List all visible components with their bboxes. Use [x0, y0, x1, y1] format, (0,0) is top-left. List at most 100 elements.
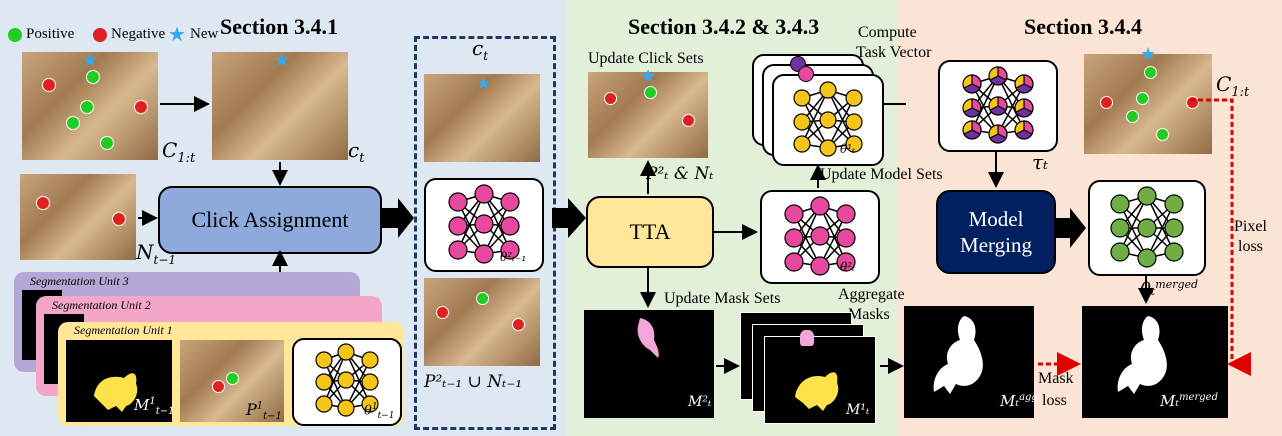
section-title-1: Section 3.4.1 — [220, 14, 338, 39]
label-m-merged: Mₜmerged — [1160, 392, 1218, 410]
yellow-mask-shape — [795, 372, 839, 411]
pink-network-icon — [448, 184, 520, 264]
squirrel-image-ct — [424, 74, 540, 162]
network-tau-t — [938, 60, 1058, 152]
pixel-loss-label-1: Pixel — [1234, 218, 1267, 235]
legend-negative: Negative — [111, 26, 166, 42]
yellow-network-icon — [793, 81, 863, 157]
star-icon: ★ — [82, 50, 99, 71]
squirrel-image-new-click — [212, 52, 348, 160]
click-assignment-box: Click Assignment — [158, 186, 382, 254]
positive-dot-icon — [226, 372, 239, 385]
network-theta1-t — [772, 74, 884, 166]
negative-dot-icon — [93, 28, 107, 42]
mask-m-agg — [904, 306, 1034, 418]
positive-dot-icon — [1156, 128, 1169, 141]
tta-label: TTA — [629, 219, 671, 244]
label-c-t: ct — [348, 138, 365, 166]
star-icon: ★ — [274, 50, 291, 71]
positive-dot-icon — [100, 136, 114, 150]
label-pt2-and-nt: P²ₜ & Nₜ — [646, 164, 714, 184]
legend-positive: Positive — [26, 26, 75, 42]
label-m-agg: Mₜagg — [1000, 392, 1038, 410]
pink-mask-fragment — [800, 330, 814, 346]
negative-dot-icon — [1100, 96, 1113, 109]
mask-m2-t — [584, 310, 714, 418]
star-icon: ★ — [168, 22, 186, 46]
arrows-section-3 — [988, 98, 1251, 376]
positive-dot-icon — [1126, 110, 1139, 123]
negative-dot-icon — [42, 78, 56, 92]
positive-dot-icon — [8, 28, 22, 42]
segmentation-unit-1-label: Segmentation Unit 1 — [74, 323, 173, 337]
update-mask-sets-label: Update Mask Sets — [664, 290, 781, 307]
model-merging-box: Model Merging — [936, 190, 1056, 274]
negative-dot-icon — [436, 306, 449, 319]
negative-dot-icon — [1186, 96, 1199, 109]
label-m-t-minus-1: M1t−1 — [134, 396, 175, 417]
click-assignment-label: Click Assignment — [191, 207, 349, 232]
compute-task-vector-label-2: Task Vector — [856, 44, 932, 61]
positive-dot-icon — [644, 86, 657, 99]
negative-dot-icon — [112, 212, 126, 226]
negative-dot-icon — [134, 100, 148, 114]
section-title-3: Section 3.4.4 — [1024, 14, 1142, 39]
positive-dot-icon — [80, 100, 94, 114]
model-merging-label-2: Merging — [960, 233, 1032, 257]
aggregate-masks-label-2: Masks — [848, 306, 890, 323]
label-m1-t: M¹ₜ — [846, 402, 870, 418]
star-icon: ★ — [640, 66, 657, 87]
negative-dot-icon — [512, 318, 525, 331]
label-c-1t-section-3: C1:t — [1216, 72, 1250, 100]
legend-new: New — [190, 26, 219, 42]
white-mask-shape — [1117, 316, 1167, 394]
label-p-t-minus-1: P1t−1 — [246, 400, 282, 423]
aggregate-masks-label-1: Aggregate — [838, 286, 905, 303]
negative-dot-icon — [604, 92, 617, 105]
mask-loss-label-2: loss — [1042, 392, 1067, 409]
network-theta2-t-minus-1 — [424, 178, 544, 272]
negative-dot-icon — [682, 114, 695, 127]
negative-dot-icon — [36, 196, 50, 210]
yellow-network-icon — [315, 343, 379, 417]
mask-m-merged — [1082, 306, 1228, 418]
pixel-loss-label-2: loss — [1238, 238, 1263, 255]
arrows-section-1 — [138, 96, 414, 272]
network-theta2-t — [760, 190, 880, 284]
label-c-1t: C1:t — [162, 138, 196, 166]
arrows-section-2 — [640, 103, 906, 374]
label-theta-t-minus-1: θ1t−1 — [364, 402, 395, 421]
segmentation-unit-2-label: Segmentation Unit 2 — [52, 298, 151, 312]
star-icon: ★ — [476, 74, 492, 94]
pink-node-icon — [798, 66, 814, 82]
positive-dot-icon — [1144, 66, 1157, 79]
negative-dot-icon — [212, 380, 225, 393]
compute-task-vector-label-1: Compute — [858, 24, 917, 41]
tta-box: TTA — [586, 196, 714, 268]
candidate-dashed-box — [414, 36, 556, 430]
positive-dot-icon — [86, 70, 100, 84]
star-icon: ★ — [1140, 44, 1157, 65]
segmentation-unit-3-label: Segmentation Unit 3 — [30, 274, 129, 288]
label-theta2-t-minus-1: θ²ₜ₋₁ — [500, 250, 527, 264]
label-theta1-t: θ¹ₜ — [840, 142, 855, 156]
label-c-t-top: ct — [472, 36, 489, 63]
positive-dot-icon — [476, 292, 489, 305]
model-merging-label-1: Model — [968, 207, 1024, 231]
network-theta-merged — [1088, 180, 1206, 276]
mask-m-t-minus-1 — [66, 340, 172, 422]
positive-dot-icon — [66, 116, 80, 130]
label-union: P²ₜ₋₁ ∪ Nₜ₋₁ — [424, 372, 523, 392]
update-click-sets-label: Update Click Sets — [588, 50, 704, 67]
mask-m1-t — [764, 336, 876, 424]
label-tau-t: τₜ — [1032, 150, 1048, 174]
pink-network-icon — [784, 196, 856, 276]
white-mask-shape — [933, 316, 983, 394]
label-n-t-minus-1: Nt−1 — [136, 240, 177, 267]
update-model-sets-label: Update Model Sets — [820, 166, 943, 183]
arrow-to-tta — [552, 198, 586, 238]
network-theta1-t-minus-1 — [292, 338, 402, 426]
task-vector-network-icon — [962, 66, 1034, 144]
green-network-icon — [1110, 186, 1184, 268]
label-m2-t: M²ₜ — [688, 394, 712, 410]
